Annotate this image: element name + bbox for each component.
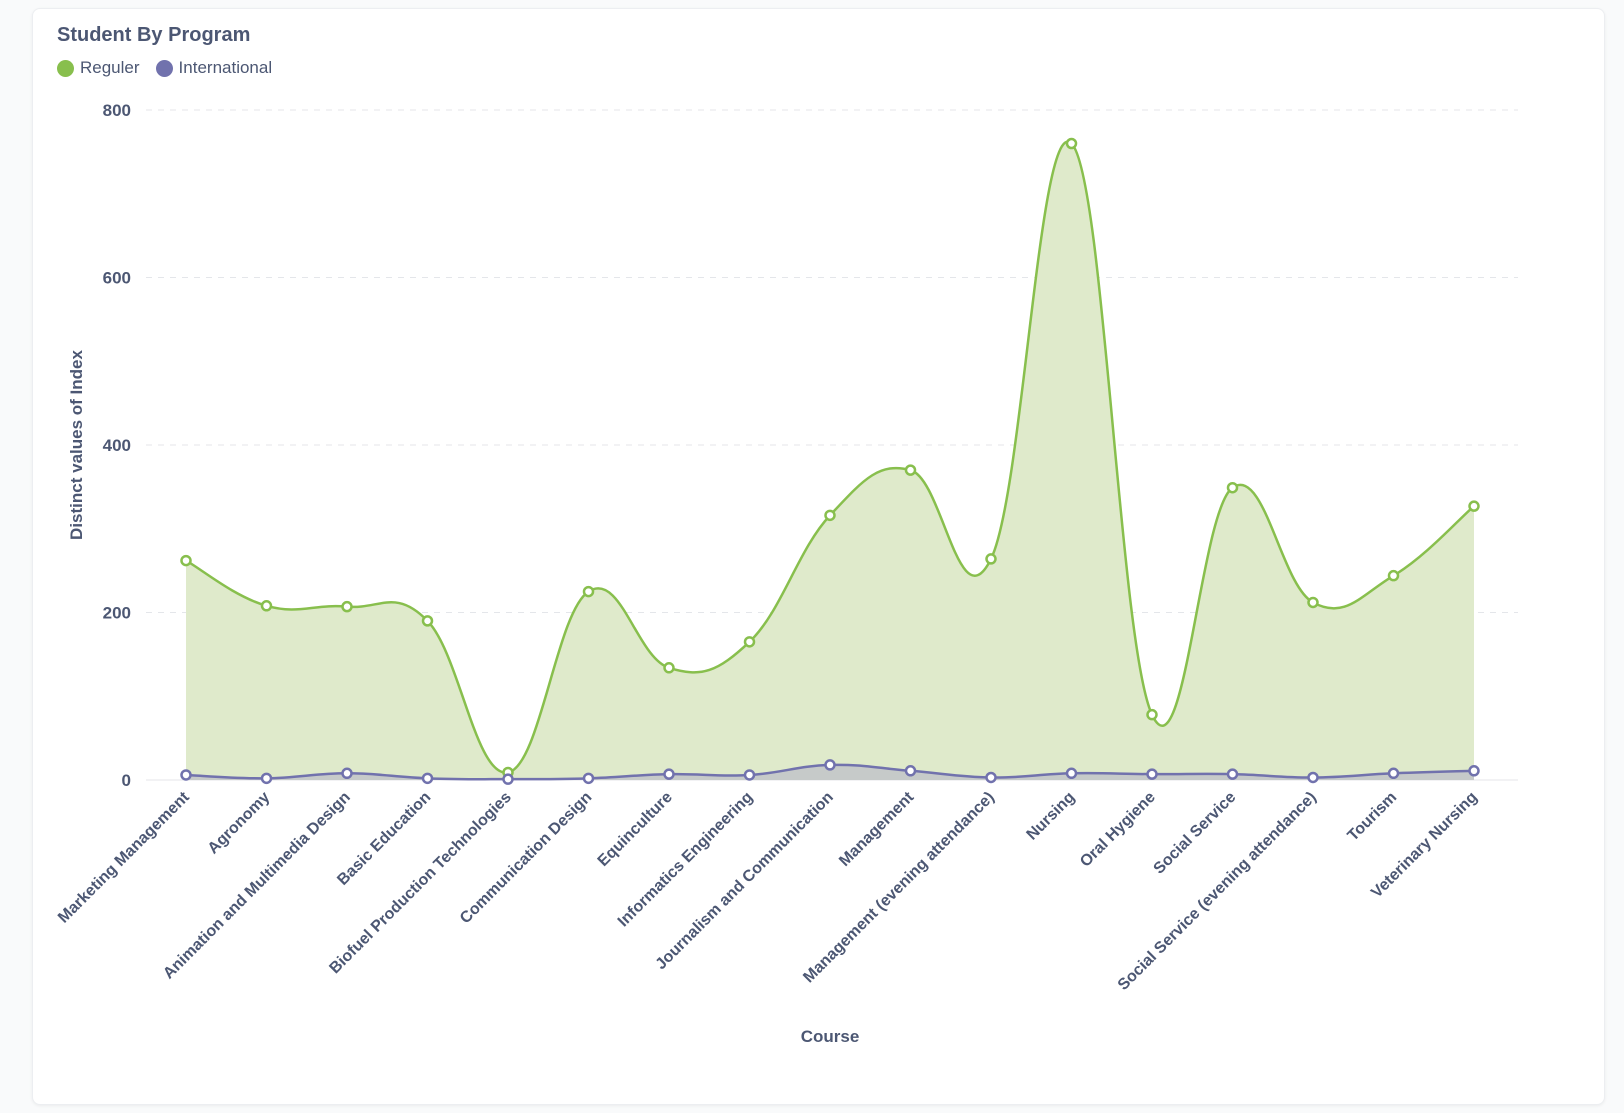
- point-reguler[interactable]: [1468, 500, 1480, 512]
- legend-label-international: International: [178, 58, 273, 77]
- point-reguler[interactable]: [1387, 569, 1400, 582]
- point-international[interactable]: [582, 772, 595, 785]
- y-tick-label: 600: [103, 269, 131, 288]
- legend-swatch-international: [155, 59, 173, 77]
- point-international[interactable]: [421, 772, 434, 785]
- point-international[interactable]: [1226, 768, 1239, 780]
- y-axis-ticks: 0 200 400 600 800: [103, 101, 131, 790]
- point-international[interactable]: [502, 773, 514, 785]
- chart-legend: Reguler International: [57, 58, 272, 78]
- x-tick-label: Agronomy: [205, 789, 274, 858]
- point-layer: [180, 137, 1480, 785]
- x-tick-label: Management: [836, 788, 918, 870]
- legend-item-reguler[interactable]: Reguler: [57, 58, 140, 78]
- x-tick-label: Equinculture: [595, 789, 676, 870]
- point-reguler[interactable]: [824, 509, 836, 522]
- chart-title: Student By Program: [57, 24, 251, 46]
- legend-swatch-reguler: [57, 59, 74, 77]
- y-tick-label: 200: [103, 604, 131, 623]
- point-reguler[interactable]: [1307, 596, 1319, 609]
- point-reguler[interactable]: [341, 600, 353, 613]
- point-international[interactable]: [1065, 767, 1078, 780]
- area-chart: 0 200 400 600 800 Marketing Management Agrono…: [55, 101, 1518, 1046]
- x-tick-label: Tourism: [1345, 789, 1401, 845]
- point-reguler[interactable]: [904, 464, 917, 476]
- point-international[interactable]: [985, 771, 997, 784]
- point-international[interactable]: [1387, 767, 1400, 780]
- x-tick-label: Biofuel Production Technologies: [326, 789, 515, 978]
- point-reguler[interactable]: [582, 585, 595, 598]
- point-international[interactable]: [341, 767, 353, 780]
- x-axis-label: Course: [801, 1027, 860, 1046]
- y-axis-label: Distinct values of Index: [67, 350, 86, 540]
- x-tick-label: Informatics Engineering: [615, 789, 757, 931]
- legend-item-international[interactable]: International: [155, 58, 273, 78]
- chart-card: Student By Program Reguler International…: [32, 8, 1605, 1105]
- point-international[interactable]: [824, 759, 836, 771]
- point-reguler[interactable]: [260, 600, 273, 612]
- point-reguler[interactable]: [180, 554, 192, 567]
- x-tick-label: Communication Design: [457, 789, 595, 927]
- x-tick-label: Social Service: [1151, 789, 1240, 878]
- point-international[interactable]: [260, 772, 273, 785]
- point-international[interactable]: [743, 769, 756, 781]
- x-tick-label: Journalism and Communication: [653, 789, 837, 973]
- point-reguler[interactable]: [663, 662, 675, 674]
- area-layer: [186, 141, 1474, 780]
- x-tick-label: Oral Hygiene: [1077, 789, 1159, 871]
- point-reguler[interactable]: [421, 615, 434, 627]
- point-international[interactable]: [1146, 768, 1158, 780]
- point-reguler[interactable]: [1065, 137, 1078, 150]
- y-tick-label: 400: [103, 436, 131, 455]
- point-reguler[interactable]: [1226, 481, 1239, 494]
- point-international[interactable]: [1468, 765, 1480, 777]
- y-tick-label: 800: [103, 101, 131, 120]
- point-international[interactable]: [904, 765, 917, 777]
- x-tick-label: Animation and Multimedia Design: [160, 789, 354, 983]
- point-international[interactable]: [1307, 771, 1319, 784]
- point-reguler[interactable]: [1146, 708, 1158, 721]
- legend-label-reguler: Reguler: [80, 58, 140, 77]
- point-reguler[interactable]: [743, 636, 756, 648]
- point-international[interactable]: [180, 769, 192, 781]
- x-tick-label: Nursing: [1024, 789, 1079, 844]
- y-tick-label: 0: [122, 771, 131, 790]
- area-reguler: [186, 141, 1474, 780]
- point-international[interactable]: [663, 768, 675, 780]
- x-tick-label: Marketing Management: [55, 788, 193, 926]
- point-reguler[interactable]: [985, 553, 997, 565]
